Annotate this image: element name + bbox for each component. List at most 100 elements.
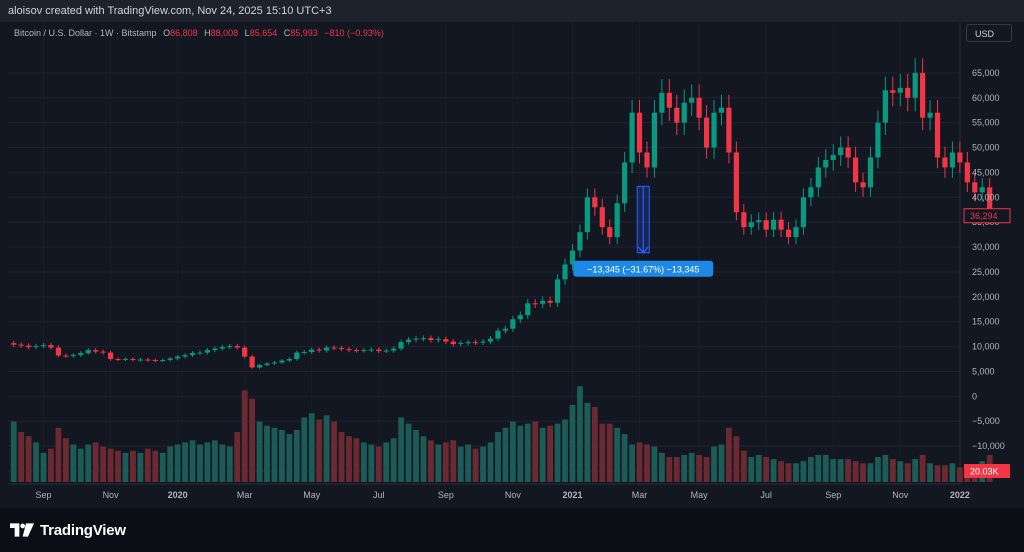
candle-body — [383, 350, 389, 352]
volume-bar — [40, 452, 47, 482]
volume-bar — [144, 448, 151, 482]
candle-body — [733, 152, 739, 213]
price-tick-label: 50,000 — [972, 143, 1000, 153]
candle-body — [443, 339, 449, 342]
volume-bar — [487, 442, 494, 482]
chart-panel[interactable]: −13,345 (−31.67%) −13,345 65,000 60,000 55… — [8, 22, 1016, 508]
candle-body — [361, 350, 367, 352]
currency-button[interactable]: USD — [966, 24, 1012, 42]
volume-bar — [860, 463, 866, 482]
candle-body — [473, 342, 479, 344]
candle-body — [368, 349, 374, 351]
price-tick-label: 45,000 — [972, 167, 1000, 177]
volume-bar — [234, 432, 241, 482]
candle-body — [607, 227, 613, 238]
candle-body — [785, 229, 792, 238]
candle-body — [137, 359, 143, 361]
volume-bar — [204, 442, 211, 482]
candle-body — [152, 360, 158, 362]
volume-bar — [591, 407, 598, 482]
volume-bar — [249, 398, 256, 482]
volume-bar — [509, 421, 516, 482]
volume-bar — [547, 425, 554, 482]
candle-body — [629, 112, 635, 163]
volume-bar — [688, 452, 695, 482]
volume-bar — [375, 446, 382, 482]
candle-body — [897, 87, 903, 93]
candle-body — [40, 345, 47, 347]
time-tick-label: Nov — [103, 490, 120, 500]
candle-body — [18, 344, 24, 346]
legend-close-key: C — [283, 28, 291, 38]
price-tick-label: 55,000 — [972, 118, 1000, 128]
volume-bar — [85, 444, 92, 482]
candle-body — [264, 363, 270, 366]
volume-bar — [480, 446, 486, 482]
candle-body — [242, 347, 248, 357]
candle-body — [838, 147, 844, 155]
volume-bar — [25, 436, 32, 482]
tradingview-mark-icon — [10, 523, 34, 537]
legend-open: 86,808 — [170, 28, 198, 38]
legend-open-key: O — [163, 28, 171, 38]
volume-bar — [442, 442, 449, 482]
volume-bar — [807, 457, 814, 482]
candle-body — [696, 97, 702, 118]
candle-body — [852, 157, 859, 183]
volume-bar — [539, 427, 546, 482]
volume-bar — [18, 432, 25, 482]
top-bar — [0, 0, 1024, 22]
candle-body — [659, 92, 665, 113]
price-tick-label: 25,000 — [972, 267, 1000, 277]
symbol-legend: Bitcoin / U.S. Dollar · 1W · Bitstamp O8… — [14, 28, 384, 38]
volume-bar — [70, 444, 77, 482]
candle-body — [502, 328, 509, 331]
volume-bar — [748, 457, 755, 482]
time-tick-label: Jul — [373, 490, 385, 500]
candle-body — [644, 152, 650, 168]
volume-bar — [882, 454, 889, 482]
candle-body — [487, 338, 494, 342]
candle-body — [718, 107, 725, 113]
volume-bar — [197, 444, 203, 482]
time-axis: Sep Nov 2020 Mar May Jul Sep Nov 2021 Mar May Jul Se… — [36, 490, 970, 500]
price-tick-label: −10,000 — [972, 441, 1005, 451]
candle-body — [286, 359, 292, 361]
candle-body — [726, 107, 732, 153]
volume-bar — [279, 429, 285, 482]
volume-bar — [636, 442, 643, 482]
volume-bar — [562, 419, 568, 482]
candle-body — [33, 346, 39, 348]
candle-body — [495, 330, 501, 339]
candle-body — [189, 353, 196, 356]
tradingview-logo[interactable]: TradingView — [10, 520, 126, 540]
candle-body — [987, 187, 993, 216]
candle-body — [510, 319, 516, 329]
volume-bar — [182, 442, 188, 482]
measure-arrow-icon — [637, 246, 649, 254]
volume-bar — [919, 454, 926, 482]
candle-body — [741, 212, 747, 228]
volume-bar — [331, 421, 337, 482]
volume-bar — [159, 452, 166, 482]
volume-bar — [10, 421, 17, 482]
volume-bar — [502, 427, 509, 482]
candle-body — [353, 350, 360, 352]
candle-body — [748, 222, 754, 228]
candle-body — [85, 350, 91, 354]
volume-bar — [927, 463, 933, 482]
candle-body — [823, 159, 829, 168]
candle-body — [845, 147, 851, 158]
candle-body — [569, 250, 576, 265]
volume-bar — [465, 444, 472, 482]
candle-body — [905, 87, 911, 98]
candle-body — [756, 220, 762, 223]
volume-bar — [368, 444, 375, 482]
volume-bar — [614, 427, 621, 482]
volume-bar — [822, 454, 829, 482]
volume-bar — [703, 457, 710, 482]
price-chart[interactable]: −13,345 (−31.67%) −13,345 65,000 60,000 55… — [8, 22, 1016, 508]
candle-body — [122, 359, 129, 361]
candle-body — [964, 162, 970, 183]
volume-bar — [271, 427, 278, 482]
